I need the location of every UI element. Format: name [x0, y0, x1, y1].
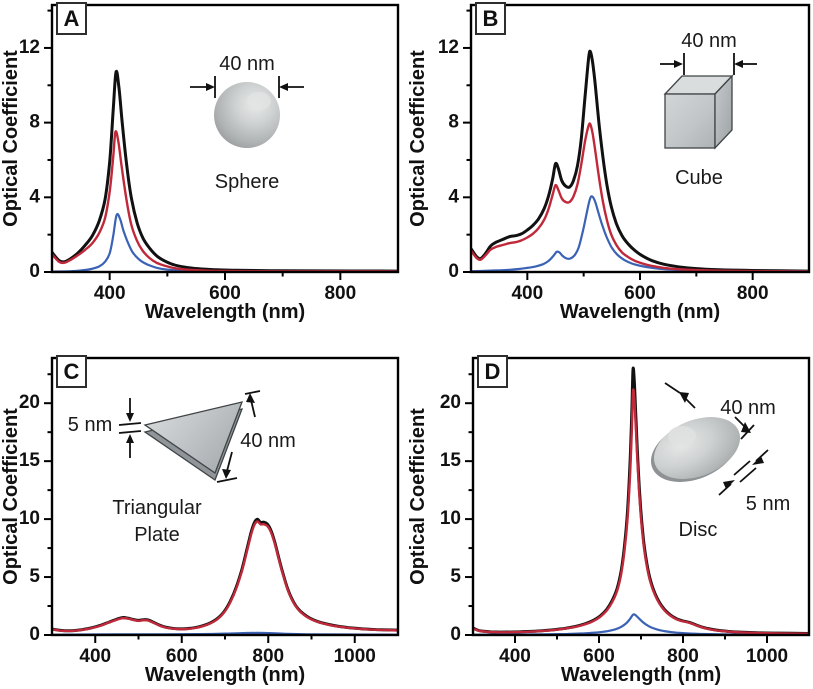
plate-graphic [143, 401, 244, 482]
panel-letter-a: A [56, 2, 87, 35]
x-axis-label: Wavelength (nm) [145, 301, 305, 323]
x-tick-label: 400 [79, 646, 111, 667]
y-axis-label: Optical Coefficient [0, 50, 22, 227]
shape-label-line1: Triangular [112, 497, 202, 519]
x-tick-label: 400 [511, 283, 543, 304]
y-tick-label: 0 [448, 261, 459, 282]
sphere-inset: 40 nm Sphere [190, 53, 304, 193]
size-dimension-arrows [664, 382, 755, 440]
y-tick-label: 20 [440, 392, 461, 413]
x-tick-label: 1000 [746, 646, 788, 667]
x-tick-label: 600 [583, 646, 615, 667]
x-tick-label: 400 [499, 646, 531, 667]
cube-graphic [663, 74, 734, 150]
plot-frame [469, 3, 811, 274]
panel-letter-label: B [482, 5, 499, 31]
panel-letter-b: B [475, 2, 506, 35]
dimension-arrows [190, 76, 304, 98]
y-tick-label: 10 [440, 508, 461, 529]
series-extinction [471, 49, 809, 272]
plot-frame [50, 3, 400, 274]
series-extinction [52, 69, 398, 272]
y-tick-label: 0 [29, 624, 40, 645]
x-axis-label: Wavelength (nm) [560, 301, 720, 323]
series-scattering [473, 613, 809, 635]
chart-canvas-b: 400 600 800 0 4 8 12 Wavelength (nm) Optical Coe… [407, 3, 811, 323]
x-tick-label: 800 [252, 646, 284, 667]
x-tick-label: 600 [209, 283, 241, 304]
chart-canvas-a: 400 600 800 0 4 8 12 Wavelength (nm) Optical Coe… [0, 3, 400, 323]
y-axis-label: Optical Coefficient [0, 408, 22, 585]
series-absorption [52, 520, 398, 633]
disc-inset: 40 nm 5 nm Disc [650, 382, 790, 541]
x-tick-label: 800 [667, 646, 699, 667]
y-axis-label: Optical Coefficient [407, 50, 429, 227]
x-tick-label: 800 [324, 283, 356, 304]
y-tick-label: 0 [29, 261, 40, 282]
dimension-arrows [660, 53, 757, 75]
x-axis-label: Wavelength (nm) [145, 664, 305, 686]
series-absorption [52, 130, 398, 272]
chart-canvas-d: 400 600 800 1000 0 5 10 15 20 Wavelength (nm) Opti… [407, 356, 811, 686]
edge-dimension-arrows [216, 390, 261, 483]
x-tick-label: 400 [94, 283, 126, 304]
y-tick-label: 5 [29, 566, 40, 587]
y-tick-label: 4 [448, 186, 459, 207]
series-absorption [473, 388, 809, 635]
y-tick-label: 8 [448, 112, 459, 133]
panel-letter-c: C [56, 355, 87, 388]
x-tick-label: 800 [737, 283, 769, 304]
plot-frame [50, 356, 400, 637]
panel-letter-label: C [63, 358, 80, 384]
x-tick-label: 1000 [334, 646, 376, 667]
y-tick-label: 8 [29, 112, 40, 133]
y-tick-label: 12 [438, 37, 459, 58]
shape-label: Sphere [215, 171, 280, 193]
series-absorption [471, 122, 809, 272]
y-tick-label: 15 [440, 450, 462, 471]
y-tick-label: 20 [19, 392, 40, 413]
triangular-plate-inset: 5 nm 40 nm Triangular Plate [68, 390, 296, 546]
x-tick-label: 600 [624, 283, 656, 304]
size-label: 40 nm [720, 397, 776, 419]
thickness-dimension-arrows [718, 449, 769, 496]
shape-label-line2: Plate [134, 524, 180, 546]
y-axis-label: Optical Coefficient [407, 408, 429, 585]
size-label: 40 nm [681, 30, 737, 52]
y-tick-label: 15 [19, 450, 41, 471]
thickness-label: 5 nm [68, 414, 112, 436]
y-tick-label: 0 [450, 624, 461, 645]
size-label: 40 nm [240, 430, 296, 452]
series-scattering [471, 195, 809, 272]
y-tick-label: 4 [29, 186, 40, 207]
panel-letter-label: D [484, 358, 501, 384]
shape-label: Cube [675, 167, 723, 189]
disc-graphic [650, 417, 741, 482]
panel-a: 400 600 800 0 4 8 12 Wavelength (nm) Optical Coe… [0, 0, 406, 340]
panel-c: 400 600 800 1000 0 5 10 15 20 Wavelength (nm) Opti… [0, 345, 406, 689]
size-label: 40 nm [219, 53, 275, 75]
thickness-arrows [118, 398, 142, 458]
sphere-graphic [214, 82, 280, 148]
cube-inset: 40 nm Cube [660, 30, 757, 189]
panel-letter-d: D [477, 355, 508, 388]
x-axis-label: Wavelength (nm) [561, 664, 721, 686]
y-tick-label: 12 [19, 37, 40, 58]
shape-label: Disc [679, 519, 718, 541]
plot-frame [471, 356, 811, 637]
panel-d: 400 600 800 1000 0 5 10 15 20 Wavelength (nm) Opti… [407, 345, 813, 689]
panel-b: 400 600 800 0 4 8 12 Wavelength (nm) Optical Coe… [407, 0, 813, 340]
y-tick-label: 10 [19, 508, 40, 529]
x-tick-label: 600 [166, 646, 198, 667]
chart-canvas-c: 400 600 800 1000 0 5 10 15 20 Wavelength (nm) Opti… [0, 356, 400, 686]
y-tick-label: 5 [450, 566, 461, 587]
panel-letter-label: A [63, 5, 80, 31]
thickness-label: 5 nm [746, 493, 790, 515]
